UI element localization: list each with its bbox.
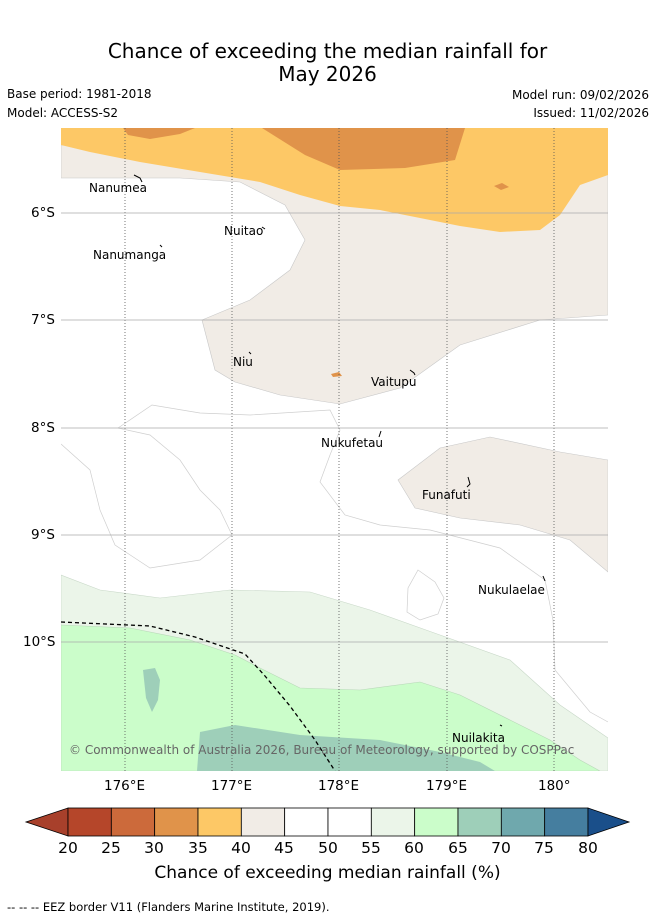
label-niu: Niu	[233, 355, 253, 369]
island-niu-mark	[248, 351, 252, 355]
cb-tick-40: 40	[231, 839, 251, 857]
island-nukulaelae-mark	[542, 575, 546, 582]
map-title: Chance of exceeding the median rainfall …	[0, 40, 655, 86]
map-svg: Nanumea Nuitao Nanumanga Niu Vaitupu Nuk…	[61, 128, 608, 771]
island-nanumea-mark	[133, 174, 143, 183]
colorbar-cell-35	[197, 807, 242, 837]
contour-45-50-west	[61, 427, 233, 569]
contour-island-loop	[406, 569, 445, 621]
colorbar-cell-50	[327, 807, 372, 837]
cb-tick-25: 25	[101, 839, 121, 857]
colorbar-label: Chance of exceeding median rainfall (%)	[154, 863, 501, 883]
cb-tick-50: 50	[318, 839, 338, 857]
colorbar-cell-20	[67, 807, 112, 837]
colorbar-cell-65	[457, 807, 502, 837]
cb-tick-30: 30	[144, 839, 164, 857]
model-run: Model run: 09/02/2026	[511, 88, 649, 102]
copyright-text: © Commonwealth of Australia 2026, Bureau…	[69, 743, 574, 757]
zone-40-45-east	[397, 436, 608, 573]
cb-tick-60: 60	[404, 839, 424, 857]
zone-35-40	[61, 128, 608, 232]
cb-tick-70: 70	[491, 839, 511, 857]
colorbar-over-arrow	[587, 807, 631, 837]
island-vaitupu-mark	[409, 369, 416, 376]
model-name: Model: ACCESS-S2	[7, 106, 119, 120]
colorbar-cells	[67, 807, 589, 837]
lon-label-177: 177°E	[211, 778, 253, 794]
zone-30-35-a	[262, 128, 465, 170]
lat-label-6s: 6°S	[31, 205, 55, 221]
lon-label-178: 178°E	[318, 778, 360, 794]
island-nanumanga-mark	[159, 244, 163, 248]
colorbar-under-arrow	[24, 807, 69, 837]
cb-tick-75: 75	[534, 839, 554, 857]
label-funafuti: Funafuti	[422, 488, 471, 502]
colorbar-cell-70	[500, 807, 546, 837]
label-nanumea: Nanumea	[89, 181, 147, 195]
island-funafuti-mark	[466, 476, 471, 488]
lon-label-179: 179°E	[426, 778, 468, 794]
contour-45-50	[117, 404, 608, 723]
cb-tick-65: 65	[448, 839, 468, 857]
zone-30-35-c	[494, 183, 509, 190]
cb-tick-20: 20	[58, 839, 78, 857]
issued-date: Issued: 11/02/2026	[533, 106, 649, 120]
cb-tick-80: 80	[578, 839, 598, 857]
colorbar	[24, 807, 631, 837]
label-nukulaelae: Nukulaelae	[478, 583, 545, 597]
zone-65-70-west	[143, 668, 160, 712]
lat-label-9s: 9°S	[31, 527, 55, 543]
label-nukufetau: Nukufetau	[321, 436, 383, 450]
island-nuitao-mark	[261, 226, 266, 230]
cb-tick-35: 35	[188, 839, 208, 857]
zone-30-35-b	[123, 128, 195, 139]
cb-tick-45: 45	[274, 839, 294, 857]
colorbar-cell-45	[284, 807, 329, 837]
island-nuilakita-mark	[499, 724, 503, 727]
lon-label-180: 180°	[538, 778, 571, 794]
zone-60-65	[61, 624, 601, 771]
colorbar-cell-75	[544, 807, 589, 837]
lon-label-176: 176°E	[104, 778, 146, 794]
label-nuitao: Nuitao	[224, 224, 263, 238]
colorbar-cell-55	[370, 807, 416, 837]
base-period: Base period: 1981-2018	[7, 87, 152, 101]
zone-65-70-south	[197, 725, 495, 771]
lat-label-10s: 10°S	[23, 634, 56, 650]
title-line-1: Chance of exceeding the median rainfall …	[107, 39, 548, 63]
eez-border	[61, 621, 336, 771]
colorbar-cell-25	[110, 807, 156, 837]
title-line-2: May 2026	[278, 62, 377, 86]
colorbar-cell-40	[240, 807, 286, 837]
lat-label-7s: 7°S	[31, 312, 55, 328]
island-nukufetau-mark	[378, 430, 382, 438]
label-vaitupu: Vaitupu	[371, 375, 417, 389]
label-nanumanga: Nanumanga	[93, 248, 166, 262]
cb-tick-55: 55	[361, 839, 381, 857]
colorbar-cell-30	[154, 807, 199, 837]
eez-footnote: -- -- -- EEZ border V11 (Flanders Marine…	[7, 900, 330, 914]
colorbar-cell-60	[414, 807, 459, 837]
zone-30-35-d	[331, 372, 342, 377]
label-nuilakita: Nuilakita	[452, 731, 505, 745]
lat-label-8s: 8°S	[31, 420, 55, 436]
map-area[interactable]: Nanumea Nuitao Nanumanga Niu Vaitupu Nuk…	[61, 128, 608, 771]
